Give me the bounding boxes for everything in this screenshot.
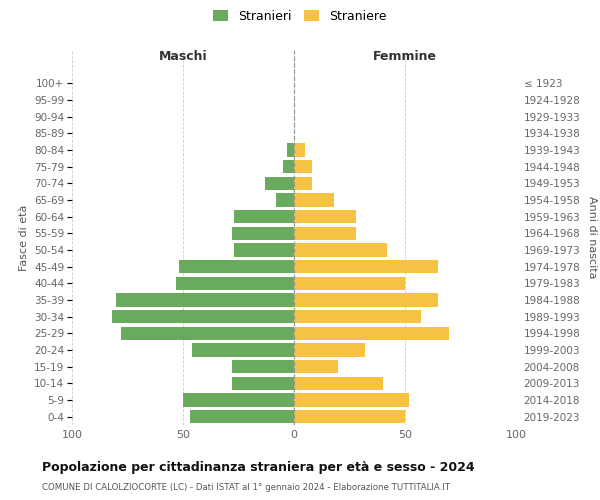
Bar [232,226,294,240]
Bar [179,260,294,274]
Bar [232,376,294,390]
Bar [112,310,294,324]
Bar [294,294,438,306]
Bar [294,244,387,256]
Bar [183,394,294,406]
Bar [192,344,294,356]
Bar [294,376,383,390]
Bar [176,276,294,290]
Bar [294,310,421,324]
Bar [234,210,294,224]
Bar [294,410,405,424]
Bar [121,326,294,340]
Text: COMUNE DI CALOLZIOCORTE (LC) - Dati ISTAT al 1° gennaio 2024 - Elaborazione TUTT: COMUNE DI CALOLZIOCORTE (LC) - Dati ISTA… [42,484,450,492]
Text: Popolazione per cittadinanza straniera per età e sesso - 2024: Popolazione per cittadinanza straniera p… [42,461,475,474]
Bar [294,344,365,356]
Text: Maschi: Maschi [158,50,208,63]
Legend: Stranieri, Straniere: Stranieri, Straniere [209,6,391,26]
Bar [294,360,338,374]
Text: Femmine: Femmine [373,50,437,63]
Bar [116,294,294,306]
Bar [294,176,312,190]
Bar [294,260,438,274]
Bar [294,194,334,206]
Bar [190,410,294,424]
Y-axis label: Fasce di età: Fasce di età [19,204,29,270]
Bar [232,360,294,374]
Bar [294,210,356,224]
Bar [276,194,294,206]
Bar [294,226,356,240]
Bar [294,144,305,156]
Bar [234,244,294,256]
Y-axis label: Anni di nascita: Anni di nascita [587,196,598,279]
Bar [294,276,405,290]
Bar [265,176,294,190]
Bar [283,160,294,173]
Bar [287,144,294,156]
Bar [294,326,449,340]
Bar [294,394,409,406]
Bar [294,160,312,173]
